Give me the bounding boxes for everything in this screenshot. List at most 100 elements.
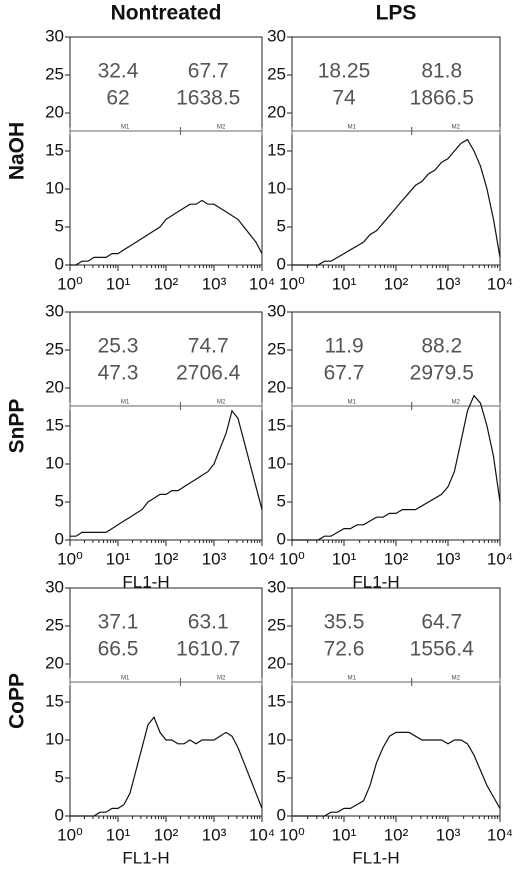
x-tick-label: 10² <box>384 274 409 293</box>
y-tick-label: 0 <box>55 529 64 548</box>
y-tick-label: 0 <box>277 254 286 273</box>
y-tick-label: 20 <box>267 377 286 396</box>
x-tick-label: 10⁰ <box>57 825 83 844</box>
x-tick-label: 10⁴ <box>487 274 513 293</box>
x-tick-label: 10¹ <box>332 825 357 844</box>
x-tick-label: 10⁴ <box>249 825 275 844</box>
x-axis-label: FL1-H <box>352 848 399 867</box>
x-tick-label: 10² <box>154 549 179 568</box>
gate-statistic: 88.2 <box>421 335 462 358</box>
x-tick-label: 10⁰ <box>279 825 305 844</box>
gate-label: M1 <box>121 125 130 131</box>
x-tick-label: 10⁴ <box>249 549 275 568</box>
x-tick-label: 10³ <box>202 825 227 844</box>
y-tick-label: 30 <box>267 577 286 596</box>
y-tick-label: 5 <box>55 216 64 235</box>
gate-statistic: 81.8 <box>421 60 462 83</box>
x-axis-label: FL1-H <box>352 572 399 591</box>
gate-statistic: 2706.4 <box>176 362 241 385</box>
x-tick-label: 10¹ <box>106 274 131 293</box>
y-tick-label: 30 <box>45 26 64 45</box>
x-tick-label: 10⁴ <box>487 549 513 568</box>
x-tick-label: 10³ <box>202 549 227 568</box>
x-tick-label: 10¹ <box>106 825 131 844</box>
histogram-line <box>292 394 501 541</box>
x-tick-label: 10⁴ <box>487 825 513 844</box>
gate-statistic: 37.1 <box>98 611 139 634</box>
column-header: Nontreated <box>111 2 222 25</box>
row-header: SnPP <box>6 399 29 454</box>
y-tick-label: 5 <box>55 491 64 510</box>
y-tick-label: 10 <box>45 453 64 472</box>
gate-statistic: 18.25 <box>318 60 371 83</box>
x-tick-label: 10⁴ <box>249 274 275 293</box>
histogram-line <box>292 138 501 266</box>
y-tick-label: 5 <box>277 216 286 235</box>
y-tick-label: 30 <box>45 577 64 596</box>
histogram-line <box>70 199 263 266</box>
y-tick-label: 15 <box>45 691 64 710</box>
y-tick-label: 20 <box>45 102 64 121</box>
y-tick-label: 10 <box>267 178 286 197</box>
x-tick-label: 10⁰ <box>279 274 305 293</box>
row-header: NaOH <box>6 122 29 180</box>
gate-statistic: 63.1 <box>188 611 229 634</box>
y-tick-label: 30 <box>267 301 286 320</box>
y-tick-label: 0 <box>55 254 64 273</box>
x-tick-label: 10² <box>384 825 409 844</box>
gate-label: M1 <box>348 125 357 131</box>
y-tick-label: 20 <box>45 653 64 672</box>
y-tick-label: 10 <box>45 729 64 748</box>
x-tick-label: 10¹ <box>106 549 131 568</box>
gate-label: M2 <box>452 676 461 682</box>
gate-statistic: 32.4 <box>98 60 139 83</box>
gate-statistic: 1866.5 <box>410 87 474 110</box>
x-tick-label: 10³ <box>202 274 227 293</box>
histogram-line <box>70 409 263 537</box>
gate-statistic: 11.9 <box>324 335 363 358</box>
y-tick-label: 0 <box>277 805 286 824</box>
gate-label: M1 <box>348 400 357 406</box>
y-tick-label: 10 <box>267 729 286 748</box>
y-tick-label: 25 <box>267 64 286 83</box>
histogram-line <box>292 731 501 817</box>
y-tick-label: 15 <box>45 140 64 159</box>
x-axis-label: FL1-H <box>122 848 169 867</box>
gate-statistic: 47.3 <box>98 362 139 385</box>
y-tick-label: 15 <box>45 415 64 434</box>
gate-statistic: 67.7 <box>324 362 365 385</box>
gate-statistic: 66.5 <box>98 638 139 661</box>
gate-statistic: 62 <box>106 87 129 110</box>
x-tick-label: 10³ <box>436 549 461 568</box>
plot-frame <box>291 311 501 541</box>
x-tick-label: 10² <box>154 825 179 844</box>
x-tick-label: 10² <box>384 549 409 568</box>
y-tick-label: 20 <box>45 377 64 396</box>
y-tick-label: 5 <box>277 491 286 510</box>
y-tick-label: 20 <box>267 653 286 672</box>
y-tick-label: 15 <box>267 140 286 159</box>
x-tick-label: 10⁰ <box>57 274 83 293</box>
gate-label: M2 <box>452 400 461 406</box>
x-tick-label: 10⁰ <box>279 549 305 568</box>
x-axis-label: FL1-H <box>122 572 169 591</box>
y-tick-label: 10 <box>267 453 286 472</box>
y-tick-label: 5 <box>55 767 64 786</box>
x-tick-label: 10¹ <box>332 274 357 293</box>
gate-label: M1 <box>121 400 130 406</box>
y-tick-label: 25 <box>45 64 64 83</box>
x-tick-label: 10⁰ <box>57 549 83 568</box>
gate-statistic: 67.7 <box>188 60 229 83</box>
gate-label: M1 <box>348 676 357 682</box>
gate-statistic: 74 <box>332 87 356 110</box>
y-tick-label: 10 <box>45 178 64 197</box>
histogram-line <box>70 716 263 817</box>
gate-label: M2 <box>217 400 226 406</box>
y-tick-label: 0 <box>277 529 286 548</box>
y-tick-label: 25 <box>267 339 286 358</box>
y-tick-label: 15 <box>267 691 286 710</box>
row-header: CoPP <box>6 673 29 729</box>
gate-label: M2 <box>452 125 461 131</box>
y-tick-label: 25 <box>45 615 64 634</box>
y-tick-label: 25 <box>45 339 64 358</box>
